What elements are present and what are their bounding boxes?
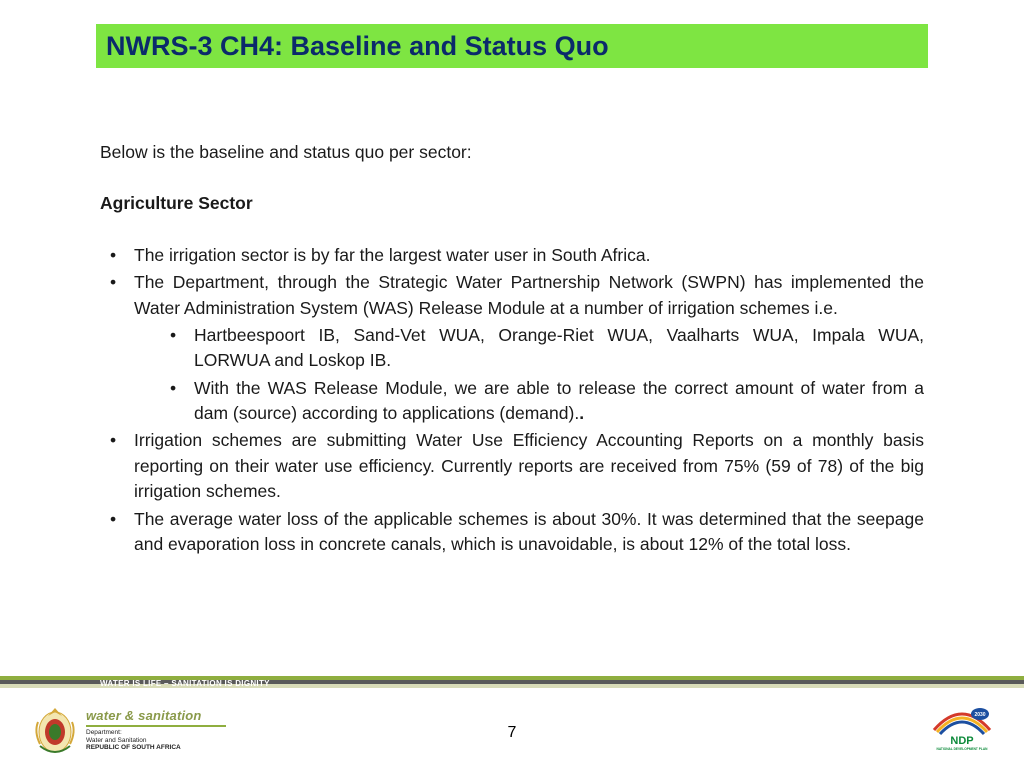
- ndp-caption: NATIONAL DEVELOPMENT PLAN: [937, 747, 989, 751]
- bullet-item: The irrigation sector is by far the larg…: [100, 243, 924, 268]
- slide-title: NWRS-3 CH4: Baseline and Status Quo: [106, 31, 609, 62]
- dept-sub: Department: Water and Sanitation REPUBLI…: [86, 729, 226, 751]
- bullet-text: The Department, through the Strategic Wa…: [134, 272, 924, 317]
- ndp-logo: 2030 NDP NATIONAL DEVELOPMENT PLAN: [930, 704, 994, 754]
- sub-bullet-list: Hartbeespoort IB, Sand-Vet WUA, Orange-R…: [134, 323, 924, 427]
- dept-title: water & sanitation: [86, 708, 226, 723]
- ndp-acronym: NDP: [950, 735, 973, 747]
- content-area: Below is the baseline and status quo per…: [100, 140, 924, 559]
- dept-line2: Water and Sanitation: [86, 737, 146, 744]
- dept-line3: REPUBLIC OF SOUTH AFRICA: [86, 744, 181, 751]
- intro-text: Below is the baseline and status quo per…: [100, 140, 924, 165]
- sector-heading: Agriculture Sector: [100, 191, 924, 216]
- slide: NWRS-3 CH4: Baseline and Status Quo Belo…: [0, 0, 1024, 768]
- coat-of-arms-icon: [32, 702, 78, 758]
- ndp-year: 2030: [974, 712, 985, 718]
- footer-slogan: WATER IS LIFE – SANITATION IS DIGNITY: [100, 679, 270, 688]
- dept-logo-block: water & sanitation Department: Water and…: [32, 702, 226, 758]
- bullet-item: Irrigation schemes are submitting Water …: [100, 428, 924, 504]
- sub-bullet-item: Hartbeespoort IB, Sand-Vet WUA, Orange-R…: [134, 323, 924, 374]
- sub-bullet-text: With the WAS Release Module, we are able…: [194, 378, 924, 423]
- bullet-list: The irrigation sector is by far the larg…: [100, 243, 924, 558]
- bullet-item: The Department, through the Strategic Wa…: [100, 270, 924, 426]
- title-bar: NWRS-3 CH4: Baseline and Status Quo: [96, 24, 928, 68]
- bullet-item: The average water loss of the applicable…: [100, 507, 924, 558]
- sub-bullet-item: With the WAS Release Module, we are able…: [134, 376, 924, 427]
- dept-text-block: water & sanitation Department: Water and…: [86, 708, 226, 751]
- dept-line1: Department:: [86, 729, 122, 736]
- dept-divider: [86, 725, 226, 727]
